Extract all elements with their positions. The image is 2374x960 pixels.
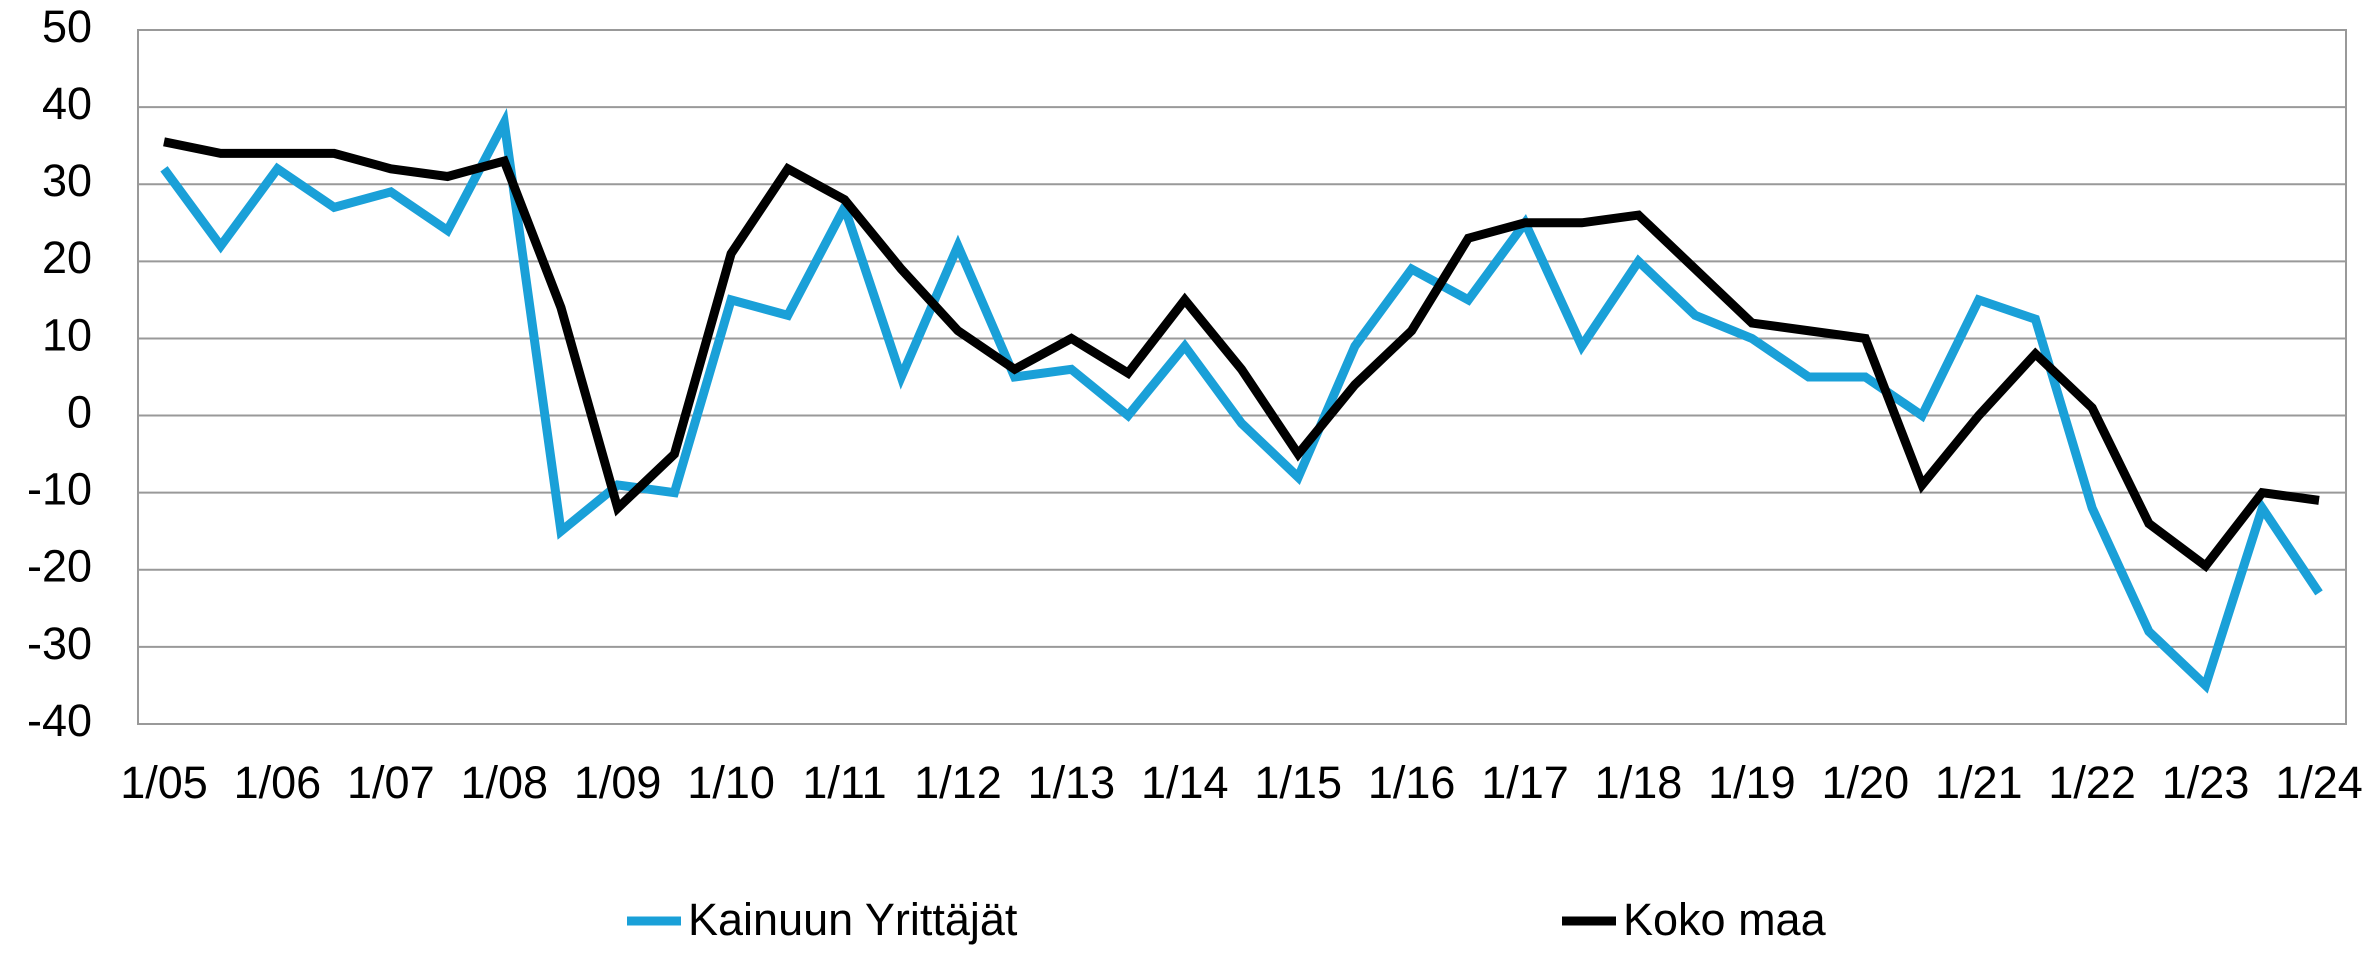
x-tick-label: 1/23 (2162, 757, 2250, 808)
x-tick-label: 1/10 (687, 757, 775, 808)
series-line (163, 137, 2320, 573)
x-tick-label: 1/16 (1368, 757, 1456, 808)
x-tick-label: 1/09 (574, 757, 662, 808)
plot-frame (137, 29, 2347, 725)
x-tick-label: 1/19 (1708, 757, 1796, 808)
y-tick-label: -40 (27, 695, 92, 746)
legend-label: Koko maa (1623, 894, 1827, 945)
x-tick-label: 1/13 (1028, 757, 1116, 808)
legend-label: Kainuun Yrittäjät (688, 894, 1018, 945)
x-tick-label: 1/06 (234, 757, 322, 808)
x-tick-label: 1/15 (1254, 757, 1342, 808)
y-tick-label: 50 (42, 1, 92, 52)
x-tick-label: 1/18 (1595, 757, 1683, 808)
y-tick-label: 30 (42, 155, 92, 206)
y-tick-label: 20 (42, 232, 92, 283)
x-tick-label: 1/21 (1935, 757, 2023, 808)
x-tick-label: 1/07 (347, 757, 435, 808)
x-tick-label: 1/12 (914, 757, 1002, 808)
x-tick-label: 1/17 (1481, 757, 1569, 808)
y-tick-label: 0 (67, 386, 92, 437)
x-tick-label: 1/24 (2275, 757, 2363, 808)
y-tick-label: -30 (27, 618, 92, 669)
x-tick-label: 1/20 (1822, 757, 1910, 808)
x-tick-label: 1/05 (120, 757, 208, 808)
y-tick-label: -20 (27, 541, 92, 592)
x-tick-label: 1/08 (460, 757, 548, 808)
y-tick-label: 10 (42, 309, 92, 360)
y-tick-label: -10 (27, 464, 92, 515)
x-tick-label: 1/22 (2048, 757, 2136, 808)
x-tick-label: 1/14 (1141, 757, 1229, 808)
x-tick-label: 1/11 (802, 757, 886, 808)
y-tick-label: 40 (42, 78, 92, 129)
series-line (160, 108, 2323, 694)
